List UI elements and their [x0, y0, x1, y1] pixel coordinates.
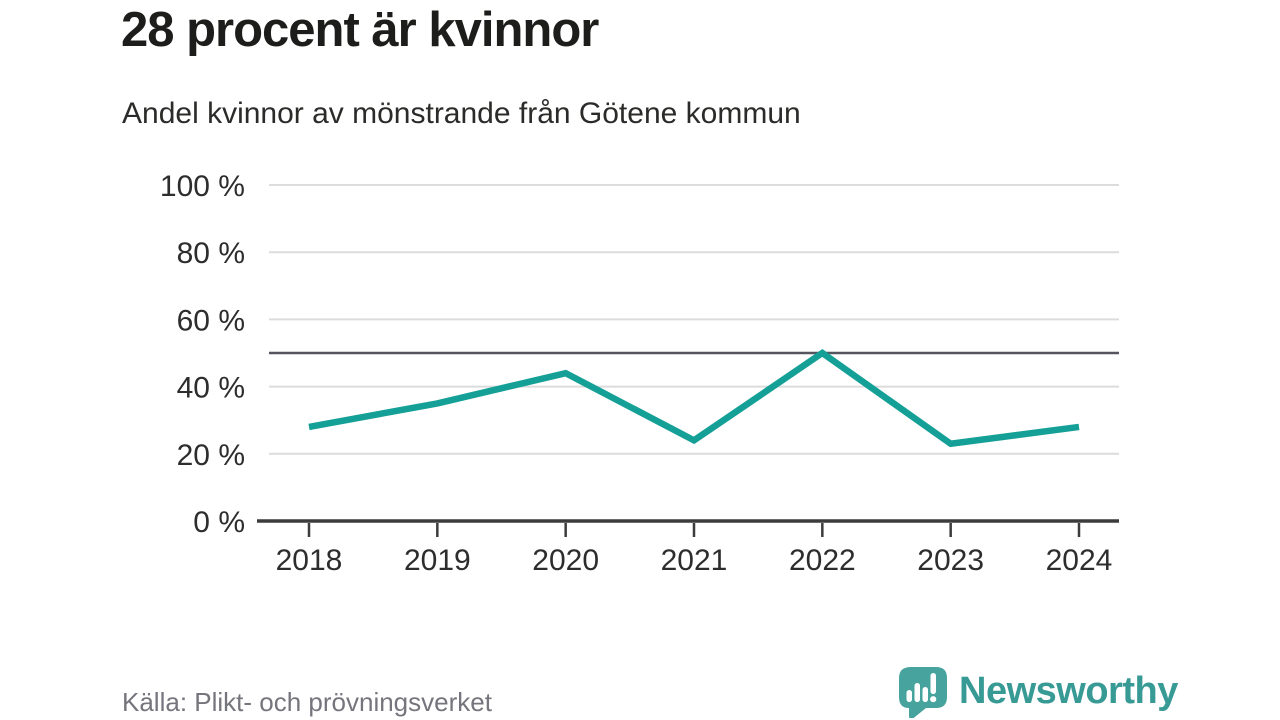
x-tick-label: 2019: [404, 544, 471, 577]
exclamation-dot: [930, 696, 937, 703]
y-tick-label: 20 %: [177, 439, 245, 472]
x-tick-label: 2018: [276, 544, 343, 577]
y-tick-label: 60 %: [177, 304, 245, 337]
newsworthy-chart-bubble-icon: [899, 667, 947, 718]
x-tick-label: 2020: [532, 544, 599, 577]
x-tick-label: 2024: [1046, 544, 1113, 577]
y-tick-label: 100 %: [160, 170, 245, 203]
brand-name: Newsworthy: [959, 670, 1178, 712]
data-line: [308, 349, 1080, 448]
y-tick-label: 80 %: [177, 237, 245, 270]
exclamation-bar: [930, 673, 936, 694]
page-title: 28 procent är kvinnor: [121, 3, 599, 57]
source-note: Källa: Plikt- och prövningsverket: [122, 687, 492, 717]
bar-2: [914, 683, 920, 702]
x-tick-label: 2023: [917, 544, 984, 577]
bar-1: [906, 690, 912, 702]
x-tick-label: 2021: [661, 544, 728, 577]
chart-subtitle: Andel kvinnor av mönstrande från Götene …: [122, 97, 801, 130]
y-tick-label: 40 %: [177, 372, 245, 405]
x-tick-label: 2022: [789, 544, 856, 577]
brand-logo: Newsworthy: [896, 664, 1178, 718]
y-tick-label: 0 %: [193, 506, 245, 539]
bar-3: [922, 687, 928, 702]
